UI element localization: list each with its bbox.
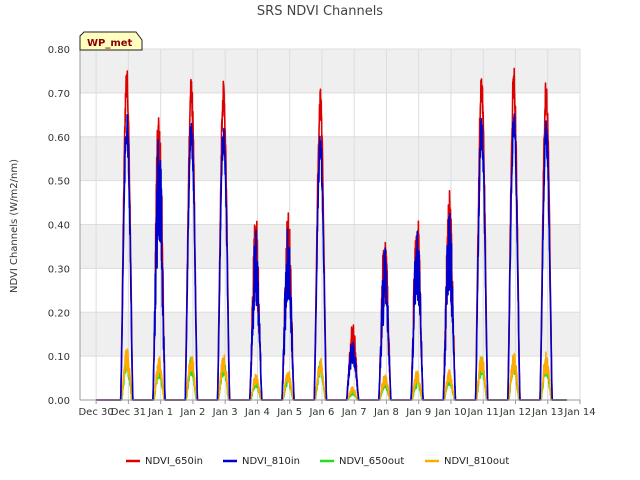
badge-shape (79, 31, 143, 51)
band (80, 49, 580, 93)
y-tick-label: 0.50 (48, 177, 70, 188)
x-tick-label: Jan 11 (467, 407, 499, 418)
x-tick-label: Jan 6 (308, 407, 334, 418)
x-tick-label: Jan 9 (405, 407, 431, 418)
station-badge: WP_met (79, 31, 143, 51)
band (80, 136, 580, 181)
x-tick-label: Jan 5 (276, 407, 302, 418)
x-tick-label: Jan 3 (212, 407, 238, 418)
x-tick-label: Jan 8 (373, 407, 399, 418)
x-tick-label: Jan 10 (434, 407, 466, 418)
badge-label: WP_met (87, 38, 133, 49)
y-tick-label: 0.00 (48, 396, 70, 407)
y-axis-label: NDVI Channels (W/m2/nm) (9, 159, 20, 293)
axes (79, 49, 580, 401)
chart-title: SRS NDVI Channels (257, 4, 383, 19)
y-tick-label: 0.40 (48, 221, 70, 232)
x-tick-label: Jan 2 (179, 407, 205, 418)
legend-label: NDVI_810in (242, 456, 300, 467)
y-tick-label: 0.10 (48, 352, 70, 363)
legend-label: NDVI_650out (339, 456, 404, 467)
x-tick-label: Jan 14 (563, 407, 595, 418)
x-tick-label: Jan 12 (499, 407, 531, 418)
x-tick-label: Jan 7 (341, 407, 367, 418)
legend: NDVI_650in NDVI_810in NDVI_650out NDVI_810o… (126, 456, 509, 467)
y-tick-label: 0.70 (48, 89, 70, 100)
y-tick-label: 0.60 (48, 133, 70, 144)
x-tick-label: Dec 31 (111, 407, 146, 418)
y-tick-label: 0.30 (48, 264, 70, 275)
x-tick-label: Jan 13 (531, 407, 563, 418)
x-tick-label: Jan 1 (147, 407, 173, 418)
x-tick-label: Jan 4 (244, 407, 270, 418)
y-tick-label: 0.80 (48, 45, 70, 56)
x-tick-label: Dec 30 (78, 407, 113, 418)
grid-lines (80, 48, 581, 401)
y-axis-ticks: 0.00 0.10 0.20 0.30 0.40 0.50 0.60 0.70 0.80 (48, 45, 70, 407)
y-tick-label: 0.20 (48, 308, 70, 319)
legend-label: NDVI_650in (145, 456, 203, 467)
legend-label: NDVI_810out (444, 456, 509, 467)
